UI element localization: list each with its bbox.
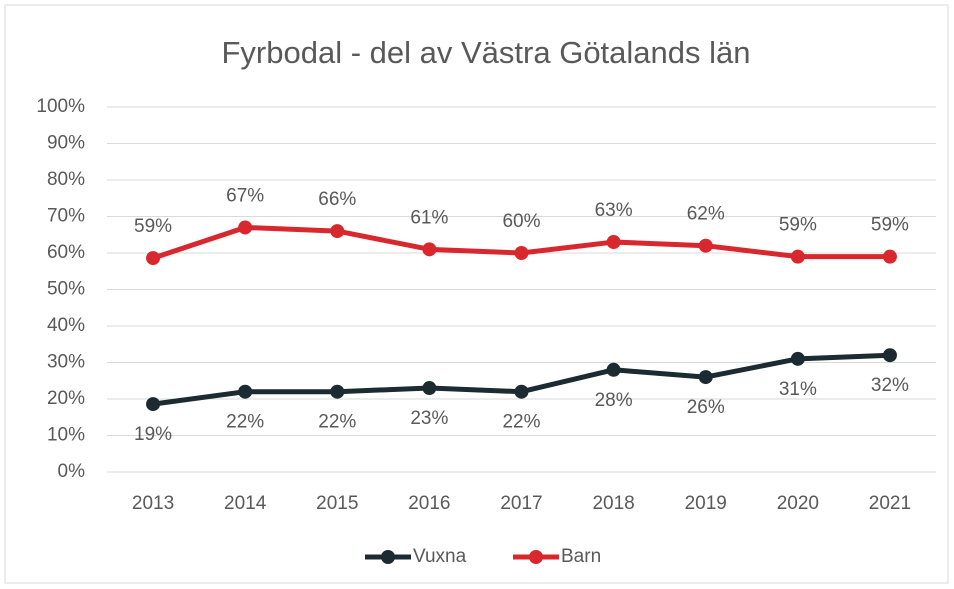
y-tick-label: 0% (58, 461, 86, 482)
series-marker (606, 362, 621, 377)
series-marker (790, 351, 805, 366)
y-tick-label: 80% (47, 169, 85, 190)
legend-label: Barn (561, 546, 601, 567)
data-label: 23% (410, 408, 448, 429)
series-marker (790, 249, 805, 264)
series-marker (698, 370, 713, 385)
data-label: 60% (502, 211, 540, 232)
y-tick-label: 90% (47, 133, 85, 154)
series-marker (238, 384, 253, 399)
series-marker (514, 384, 529, 399)
series-marker (606, 235, 621, 250)
x-tick-label: 2018 (592, 493, 634, 514)
legend-label: Vuxna (413, 546, 467, 567)
series-marker (238, 220, 253, 235)
data-label: 22% (502, 412, 540, 433)
data-label: 32% (871, 375, 909, 396)
data-label: 31% (779, 379, 817, 400)
series-marker (514, 246, 529, 260)
x-tick-label: 2015 (316, 493, 358, 514)
y-tick-label: 10% (47, 425, 85, 446)
x-tick-label: 2021 (869, 493, 911, 514)
y-tick-label: 70% (47, 206, 85, 227)
y-tick-label: 50% (47, 279, 85, 300)
data-label: 19% (134, 424, 172, 445)
series-marker (422, 381, 437, 396)
x-tick-label: 2013 (132, 493, 174, 514)
y-tick-label: 20% (47, 388, 85, 409)
x-tick-label: 2020 (777, 493, 819, 514)
data-label: 28% (595, 390, 633, 411)
y-tick-label: 30% (47, 352, 85, 373)
series-marker (882, 249, 897, 264)
series-marker (146, 251, 161, 266)
data-label: 67% (226, 185, 264, 206)
data-label: 22% (318, 412, 356, 433)
chart-border (4, 4, 949, 584)
y-tick-label: 60% (47, 242, 85, 263)
data-label: 26% (687, 397, 725, 418)
data-label: 61% (410, 207, 448, 228)
chart-title: Fyrbodal - del av Västra Götalands län (222, 35, 751, 70)
data-label: 59% (779, 215, 817, 236)
x-tick-label: 2019 (685, 493, 727, 514)
series-marker (146, 397, 161, 412)
data-label: 62% (687, 204, 725, 225)
legend-marker (529, 550, 543, 564)
y-tick-label: 40% (47, 315, 85, 336)
data-label: 59% (871, 215, 909, 236)
series-marker (698, 238, 713, 253)
legend-marker (381, 550, 395, 564)
series-marker (422, 242, 437, 257)
data-label: 66% (318, 189, 356, 210)
x-tick-label: 2017 (500, 493, 542, 514)
y-tick-label: 100% (36, 96, 85, 117)
data-label: 22% (226, 412, 264, 433)
series-marker (882, 348, 897, 363)
data-label: 59% (134, 216, 172, 237)
x-tick-label: 2014 (224, 493, 267, 514)
series-marker (330, 384, 345, 399)
series-marker (330, 224, 345, 239)
x-tick-label: 2016 (408, 493, 450, 514)
data-label: 63% (595, 200, 633, 221)
